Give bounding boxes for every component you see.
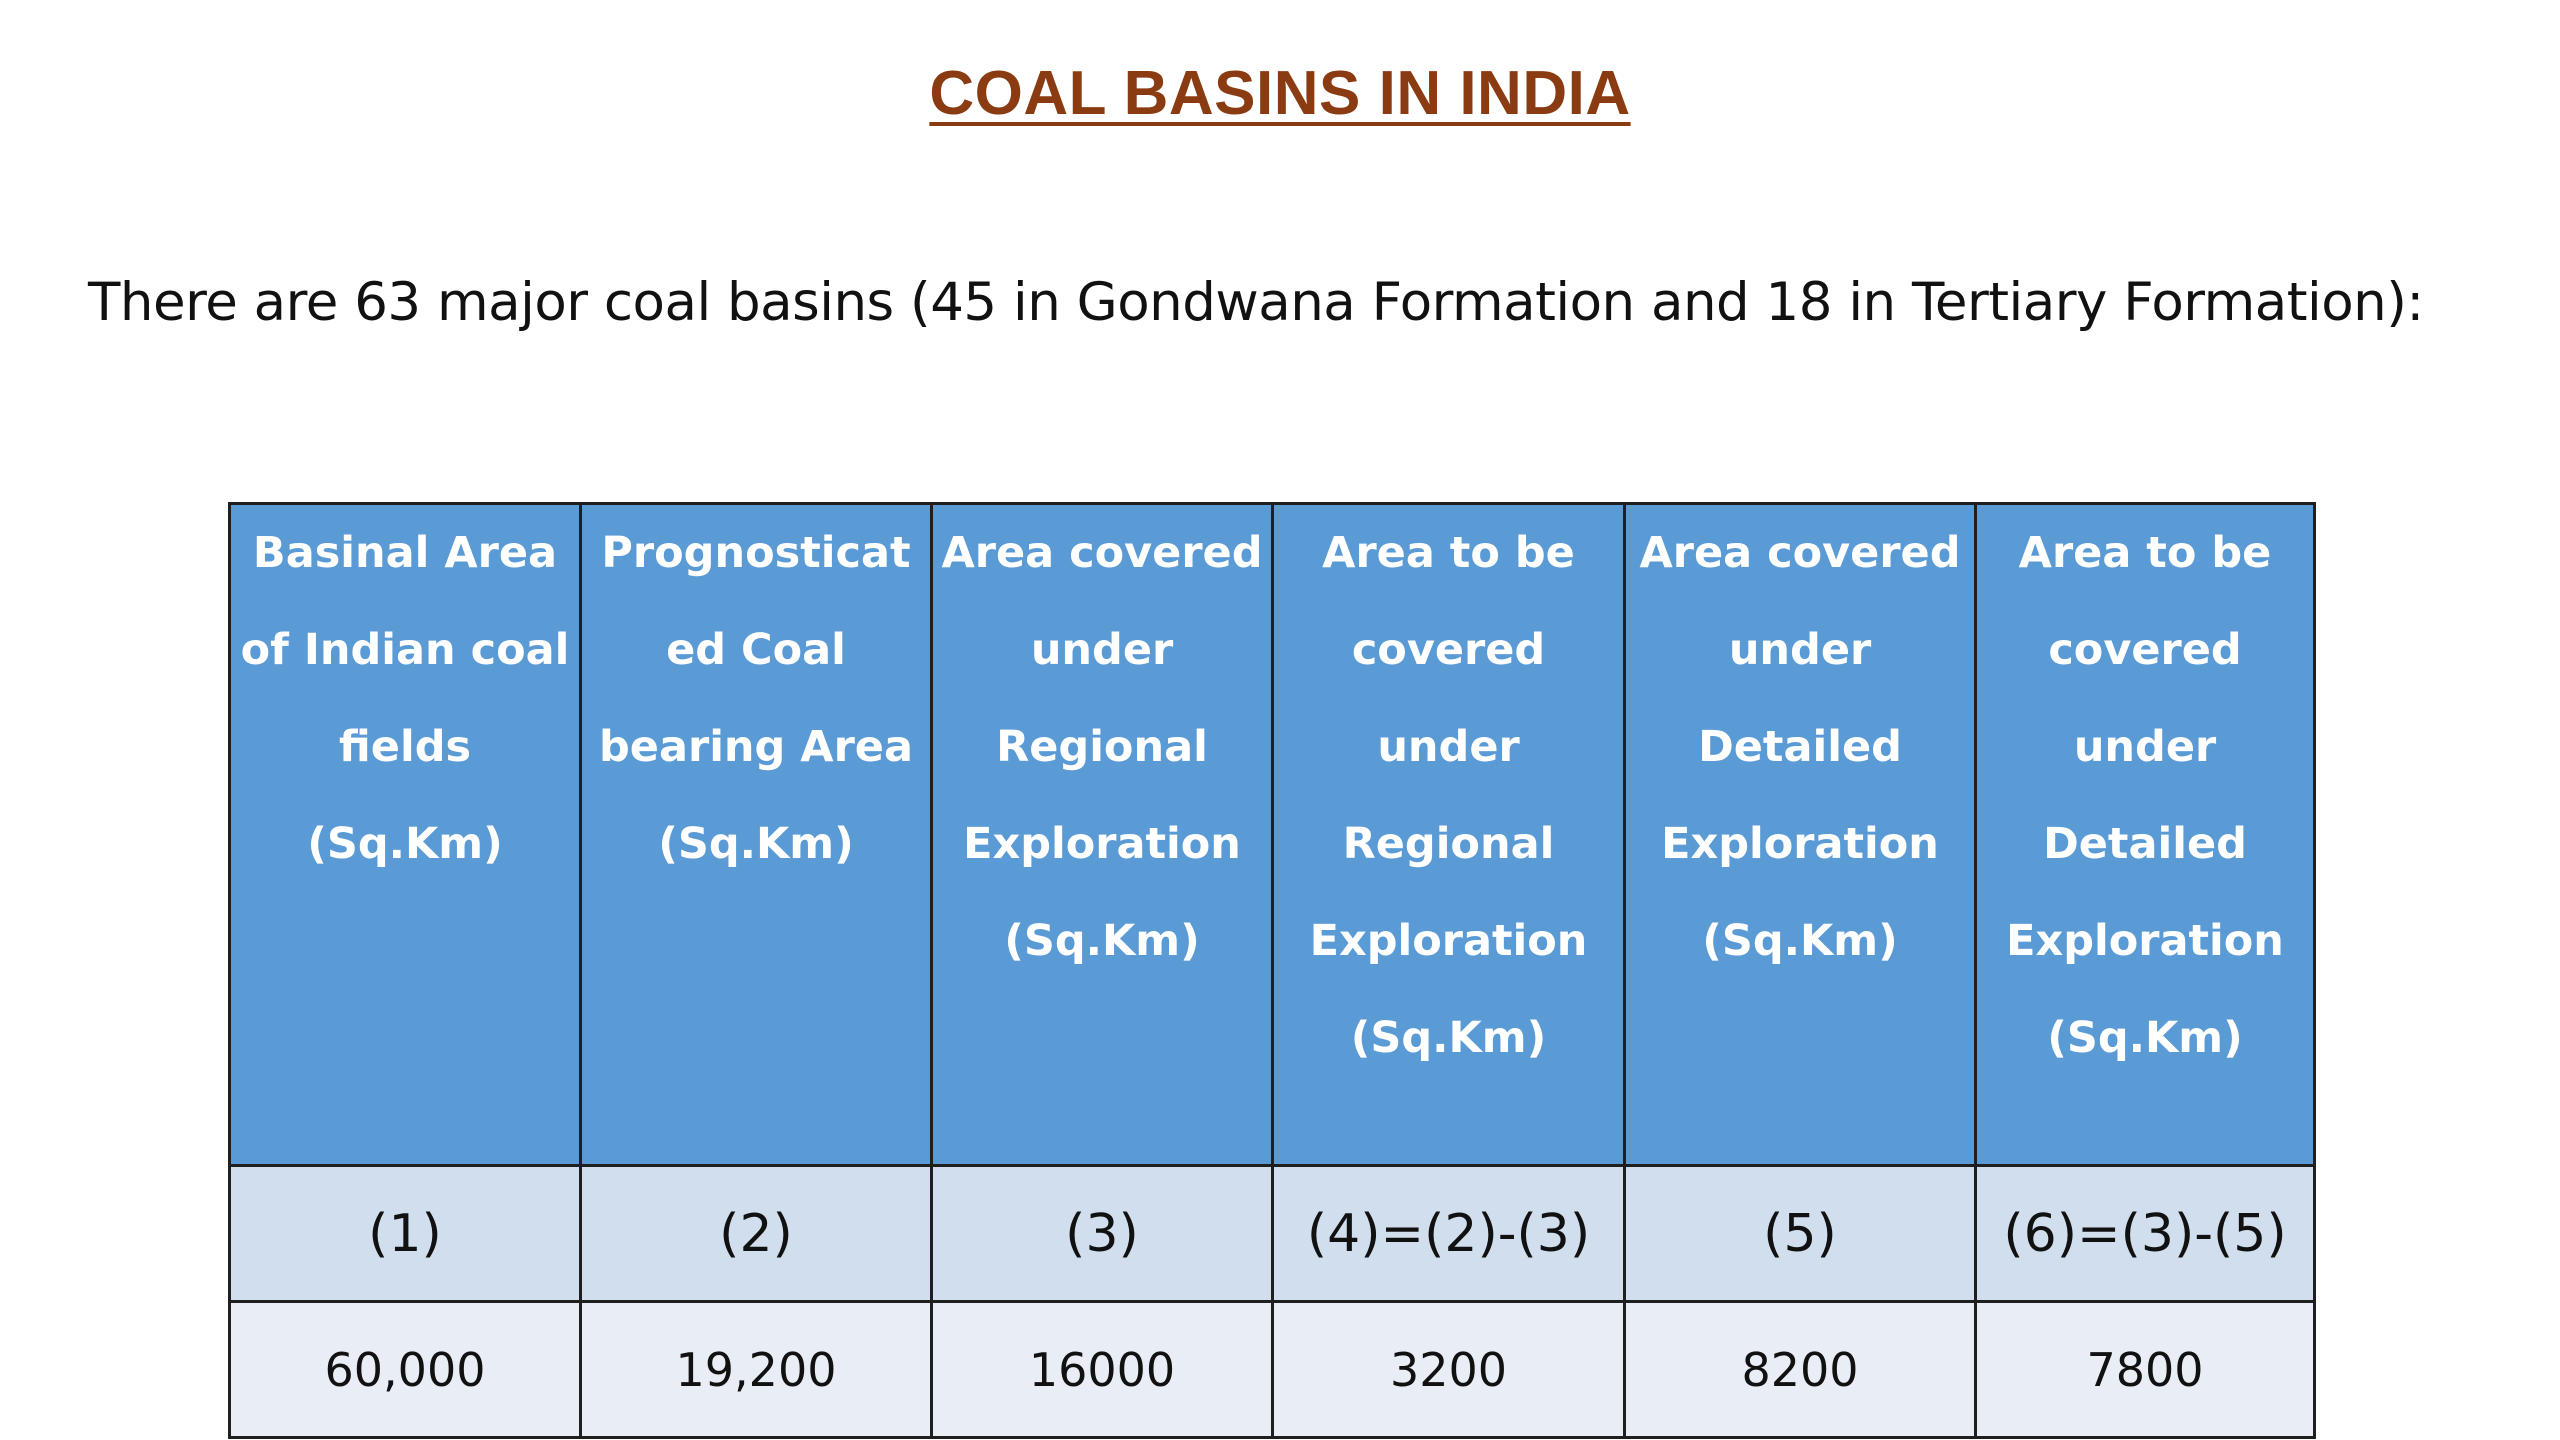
header-detailed-covered: Area covered under Detailed Exploration … (1623, 502, 1977, 1167)
header-detailed-to-cover: Area to be covered under Detailed Explor… (1974, 502, 2316, 1167)
table-cell: 7800 (1974, 1300, 2316, 1439)
page-title: COAL BASINS IN INDIA (929, 59, 1631, 128)
header-regional-covered: Area covered under Regional Exploration … (930, 502, 1274, 1167)
header-prognosticated-area: Prognosticat ed Coal bearing Area (Sq.Km… (579, 502, 933, 1167)
table-cell: (4)=(2)-(3) (1271, 1164, 1626, 1303)
coal-basins-table: Basinal Area of Indian coal fields (Sq.K… (228, 502, 2316, 1439)
table-cell: (5) (1623, 1164, 1977, 1303)
value-row: 60,000 19,200 16000 3200 8200 7800 (228, 1300, 2316, 1439)
table-cell: (2) (579, 1164, 933, 1303)
table-cell: (3) (930, 1164, 1274, 1303)
table-cell: 3200 (1271, 1300, 1626, 1439)
table-cell: 16000 (930, 1300, 1274, 1439)
table-cell: (1) (228, 1164, 582, 1303)
header-regional-to-cover: Area to be covered under Regional Explor… (1271, 502, 1626, 1167)
table-cell: (6)=(3)-(5) (1974, 1164, 2316, 1303)
table-cell: 60,000 (228, 1300, 582, 1439)
header-row: Basinal Area of Indian coal fields (Sq.K… (228, 502, 2316, 1167)
intro-text: There are 63 major coal basins (45 in Go… (88, 272, 2424, 333)
table-cell: 8200 (1623, 1300, 1977, 1439)
formula-row: (1) (2) (3) (4)=(2)-(3) (5) (6)=(3)-(5) (228, 1164, 2316, 1303)
table-cell: 19,200 (579, 1300, 933, 1439)
header-basinal-area: Basinal Area of Indian coal fields (Sq.K… (228, 502, 582, 1167)
